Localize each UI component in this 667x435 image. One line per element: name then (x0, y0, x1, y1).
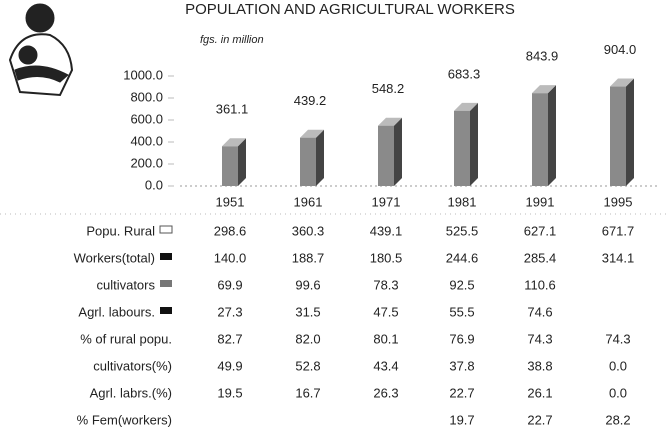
table-cell: 26.3 (373, 385, 398, 400)
value-label: 548.2 (372, 81, 405, 96)
table-cell: 525.5 (446, 223, 479, 238)
table-cell: 47.5 (373, 304, 398, 319)
x-tick-label: 1971 (372, 194, 401, 209)
table-cell: 69.9 (217, 277, 242, 292)
value-label: 904.0 (604, 42, 637, 57)
chart-title: POPULATION AND AGRICULTURAL WORKERS (185, 1, 515, 18)
bar (378, 125, 394, 186)
bar-side (626, 78, 634, 186)
table-cell: 82.7 (217, 331, 242, 346)
value-label: 439.2 (294, 93, 327, 108)
y-tick-label: 800.0 (130, 89, 163, 104)
swatch-labours (160, 307, 172, 314)
y-tick-label: 600.0 (130, 111, 163, 126)
table-cell: 188.7 (292, 250, 325, 265)
bar-side (394, 117, 402, 186)
table-cell: 19.5 (217, 385, 242, 400)
swatch-workers (160, 253, 172, 260)
row-label: Agrl. labours. (78, 304, 155, 319)
table-cell: 22.7 (449, 385, 474, 400)
value-label: 843.9 (526, 49, 559, 64)
row-label: cultivators (96, 277, 155, 292)
table-cell: 671.7 (602, 223, 635, 238)
table-cell: 180.5 (370, 250, 403, 265)
legend-swatches (159, 225, 173, 314)
table-cell: 99.6 (295, 277, 320, 292)
row-label: Agrl. labrs.(%) (90, 385, 172, 400)
table-cell: 27.3 (217, 304, 242, 319)
value-label: 361.1 (216, 102, 249, 117)
table-cell: 285.4 (524, 250, 557, 265)
swatch-rural (159, 225, 173, 234)
bar-top (532, 85, 556, 94)
table-cell: 80.1 (373, 331, 398, 346)
mother-icon (8, 3, 74, 97)
table-cell: 74.3 (527, 331, 552, 346)
bar-side (238, 138, 246, 186)
bar-side (316, 129, 324, 186)
table-cell: 314.1 (602, 250, 635, 265)
bar-top (300, 129, 324, 138)
bar-side (470, 102, 478, 186)
table-cell: 92.5 (449, 277, 474, 292)
x-tick-label: 1991 (526, 194, 555, 209)
swatch-cultivators (160, 280, 172, 287)
table-cell: 55.5 (449, 304, 474, 319)
y-tick-label: 1000.0 (123, 67, 163, 82)
table-cell: 360.3 (292, 223, 325, 238)
table-cell: 74.6 (527, 304, 552, 319)
table-cell: 37.8 (449, 358, 474, 373)
value-label: 683.3 (448, 66, 481, 81)
table-cell: 78.3 (373, 277, 398, 292)
bar (300, 137, 316, 186)
bar-top (222, 138, 246, 147)
row-label: % Fem(workers) (77, 412, 172, 427)
table-cell: 244.6 (446, 250, 479, 265)
x-tick-label: 1951 (216, 194, 245, 209)
bar (222, 146, 238, 186)
bar-top (610, 78, 634, 87)
row-label: % of rural popu. (80, 331, 172, 346)
x-tick-label: 1961 (294, 194, 323, 209)
row-label: cultivators(%) (93, 358, 172, 373)
table-cell: 28.2 (605, 412, 630, 427)
bar (610, 86, 626, 186)
table-cell: 0.0 (609, 358, 627, 373)
table-cell: 74.3 (605, 331, 630, 346)
y-tick-label: 0.0 (145, 177, 163, 192)
table-cell: 43.4 (373, 358, 398, 373)
y-tick-label: 200.0 (130, 155, 163, 170)
table-cell: 82.0 (295, 331, 320, 346)
table-cell: 22.7 (527, 412, 552, 427)
bar (532, 93, 548, 186)
x-tick-label: 1995 (604, 194, 633, 209)
table-cell: 31.5 (295, 304, 320, 319)
table-cell: 52.8 (295, 358, 320, 373)
bar (454, 110, 470, 186)
bar-top (378, 117, 402, 126)
table-cell: 298.6 (214, 223, 247, 238)
table-cell: 0.0 (609, 385, 627, 400)
table-cell: 439.1 (370, 223, 403, 238)
table-cell: 140.0 (214, 250, 247, 265)
table-cell: 16.7 (295, 385, 320, 400)
x-tick-label: 1981 (448, 194, 477, 209)
subtitle: fgs. in million (200, 34, 264, 46)
table-cell: 76.9 (449, 331, 474, 346)
table-cell: 110.6 (524, 277, 556, 292)
table-cell: 26.1 (527, 385, 552, 400)
row-label: Workers(total) (74, 250, 155, 265)
table-cell: 38.8 (527, 358, 552, 373)
table-cell: 49.9 (217, 358, 242, 373)
table-cell: 627.1 (524, 223, 557, 238)
y-tick-label: 400.0 (130, 133, 163, 148)
row-label: Popu. Rural (86, 223, 155, 238)
bar-top (454, 102, 478, 111)
bar-side (548, 85, 556, 186)
table-cell: 19.7 (449, 412, 474, 427)
